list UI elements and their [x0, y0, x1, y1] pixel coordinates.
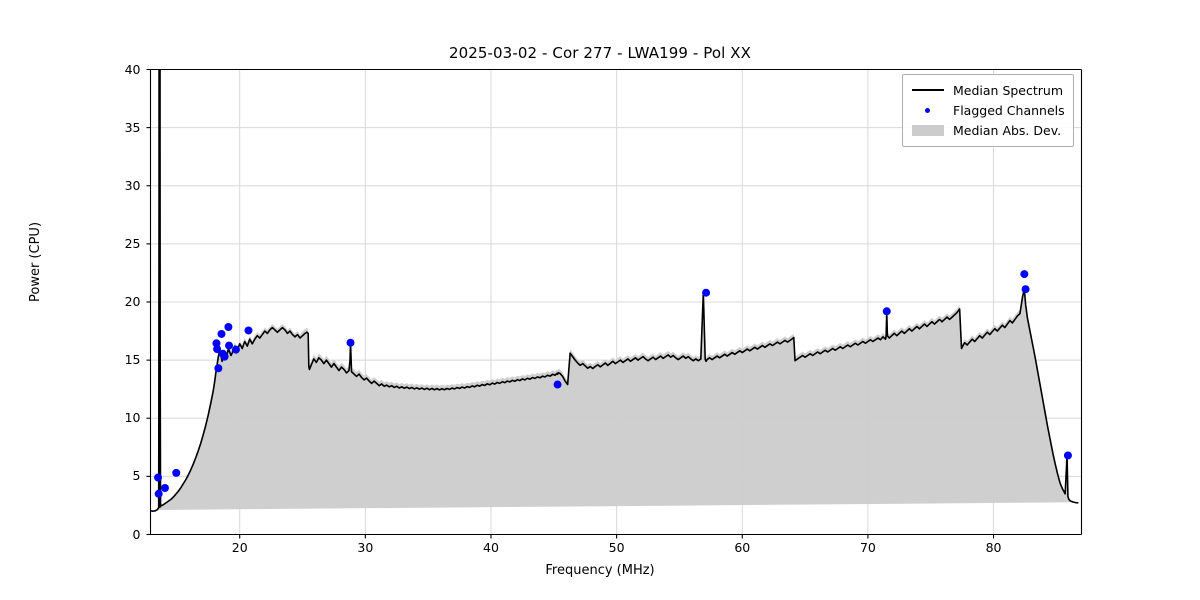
flagged-channel-point [346, 338, 355, 347]
legend-item-median-abs-dev: Median Abs. Dev. [911, 120, 1065, 140]
median-spectrum-line [150, 69, 1079, 513]
x-tick-label: 20 [231, 540, 248, 555]
x-tick-label: 80 [985, 540, 1002, 555]
page-title: 2025-03-02 - Cor 277 - LWA199 - Pol XX [448, 44, 752, 62]
flagged-channels-markers [154, 270, 1072, 498]
flagged-channel-point [1020, 270, 1029, 279]
legend: Median Spectrum Flagged Channels Median … [902, 74, 1074, 147]
mad-band [150, 69, 1078, 511]
legend-label: Flagged Channels [953, 102, 1065, 118]
flagged-channel-point [882, 307, 891, 316]
x-tick-label: 40 [483, 540, 499, 555]
flagged-channel-point [154, 473, 163, 482]
axis-spines [149, 68, 1083, 536]
x-tick-label: 50 [608, 540, 625, 555]
median-spectrum-path [150, 69, 1079, 513]
mad-band-area [150, 69, 1078, 511]
y-tick-label: 20 [124, 294, 141, 309]
y-tick-label: 25 [124, 235, 141, 251]
y-tick-label: 15 [124, 352, 141, 368]
legend-item-median-spectrum: Median Spectrum [911, 80, 1065, 100]
axis-ticks [146, 68, 995, 539]
flagged-channel-point [1021, 285, 1030, 294]
flagged-channel-point [553, 380, 562, 389]
y-tick-label: 30 [124, 177, 141, 193]
flagged-channel-point [214, 364, 223, 373]
legend-label: Median Spectrum [953, 82, 1064, 98]
y-tick-label: 10 [124, 410, 141, 426]
y-tick-label: 40 [124, 61, 141, 77]
flagged-channel-point [212, 339, 221, 348]
flagged-channel-point [220, 352, 229, 361]
x-tick-label: 30 [357, 540, 374, 555]
legend-item-flagged-channels: Flagged Channels [911, 100, 1065, 120]
flagged-channel-point [154, 489, 163, 498]
flagged-channel-point [160, 484, 169, 492]
y-axis-label: Power (CPU) [28, 221, 43, 302]
y-tick-label: 5 [132, 468, 141, 484]
legend-label: Median Abs. Dev. [953, 122, 1062, 138]
x-tick-label: 70 [859, 540, 876, 555]
flagged-channel-point [225, 341, 234, 350]
flagged-channel-point [213, 345, 222, 354]
flagged-channel-point [224, 322, 233, 331]
y-tick-label: 35 [124, 119, 141, 135]
flagged-channel-point [702, 288, 711, 297]
x-axis-label: Frequency (MHz) [545, 563, 655, 578]
y-tick-label: 0 [132, 526, 141, 542]
legend-line-key-icon [911, 82, 945, 98]
flagged-channel-point [217, 329, 226, 338]
legend-patch-key-icon [911, 122, 945, 138]
flagged-channel-point [1063, 451, 1072, 460]
flagged-channel-point [244, 326, 253, 335]
flagged-channel-point [172, 468, 181, 477]
legend-marker-key-icon [911, 102, 945, 118]
x-tick-label: 60 [734, 540, 751, 555]
flagged-channel-point [231, 345, 240, 354]
